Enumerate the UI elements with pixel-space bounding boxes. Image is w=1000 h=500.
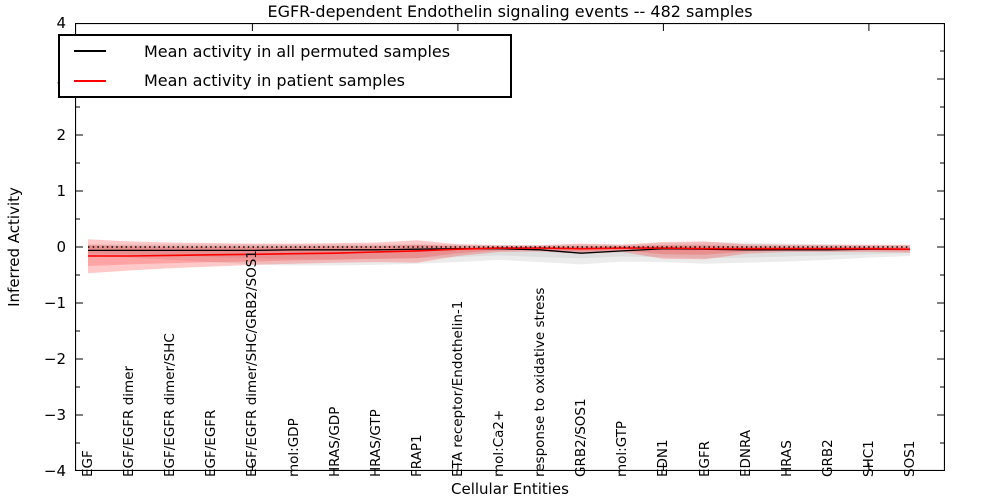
legend: Mean activity in all permuted samples Mea… (58, 34, 512, 98)
y-tick-label: 3 (0, 70, 66, 88)
y-tick-label: 4 (56, 14, 66, 32)
plot-frame (75, 23, 945, 471)
y-axis-title: Inferred Activity (5, 187, 23, 307)
y-tick-label: −2 (43, 350, 66, 368)
y-tick-label: −4 (43, 462, 66, 480)
legend-entry: Mean activity in all permuted samples (60, 37, 510, 65)
legend-line-swatch (74, 79, 106, 82)
legend-entry: Mean activity in patient samples (60, 67, 510, 95)
y-tick-label: 2 (56, 126, 66, 144)
y-tick-label: −3 (43, 406, 66, 424)
legend-line-swatch (74, 50, 106, 53)
y-tick-label: 1 (56, 182, 66, 200)
y-tick-label: 0 (56, 238, 66, 256)
permuted-band-outer (88, 242, 910, 266)
series-line-1 (88, 247, 911, 257)
legend-label: Mean activity in patient samples (144, 71, 405, 91)
y-tick-label: −1 (43, 294, 66, 312)
plot-area (75, 23, 945, 471)
x-axis-title: Cellular Entities (451, 480, 569, 498)
chart-title: EGFR-dependent Endothelin signaling even… (267, 2, 753, 21)
legend-label: Mean activity in all permuted samples (144, 41, 451, 61)
